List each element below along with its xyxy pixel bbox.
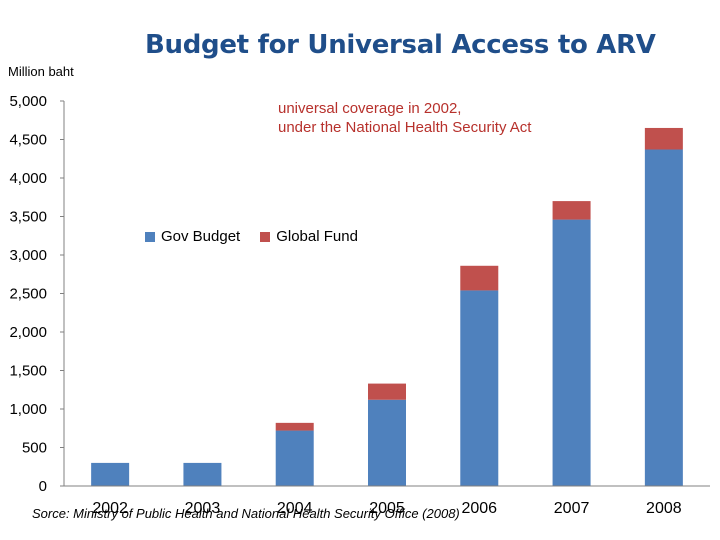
x-tick-label-2007: 2007 (554, 500, 590, 517)
legend-item-global-fund: Global Fund (260, 228, 358, 245)
bar-gov-budget-2008 (644, 149, 683, 486)
y-axis-unit-label: Million baht (8, 64, 74, 79)
legend-swatch-gov-budget (145, 231, 155, 242)
legend-label-gov-budget: Gov Budget (161, 228, 241, 245)
bar-gov-budget-2002 (91, 462, 130, 486)
bar-global-fund-2006 (460, 265, 499, 291)
x-tick-label-2003: 2003 (185, 500, 221, 517)
source-note: Sorce: Ministry of Public Health and Nat… (32, 506, 460, 521)
y-tick-label: 0 (39, 478, 47, 495)
y-tick-label: 1,000 (9, 401, 47, 418)
chart-legend: Gov Budget Global Fund (145, 228, 378, 245)
legend-swatch-global-fund (260, 231, 271, 242)
bar-global-fund-2005 (368, 383, 406, 400)
annotation-line-1: universal coverage in 2002, (278, 100, 462, 117)
annotation-line-2: under the National Health Security Act (278, 119, 532, 136)
y-tick-label: 2,500 (9, 286, 47, 303)
bar-gov-budget-2004 (275, 430, 314, 486)
x-tick-label-2002: 2002 (92, 500, 128, 517)
y-tick-label: 2,000 (9, 324, 47, 341)
y-tick-label: 4,500 (9, 132, 47, 149)
y-tick-label: 3,000 (9, 247, 47, 264)
bar-global-fund-2004 (275, 422, 314, 431)
y-tick-label: 500 (22, 440, 47, 457)
y-tick-label: 5,000 (9, 93, 47, 110)
legend-label-global-fund: Global Fund (276, 228, 358, 245)
y-axis-ticks: 0 500 1,000 1,500 2,000 2,500 3,000 3,500 4,000 4… (9, 93, 64, 495)
bar-global-fund-2007 (552, 201, 591, 220)
y-tick-label: 4,000 (9, 170, 47, 187)
x-tick-label-2008: 2008 (646, 500, 682, 517)
bar-gov-budget-2007 (552, 219, 591, 486)
x-tick-label-2005: 2005 (369, 500, 405, 517)
x-axis-labels: 2002 2003 2004 2005 2006 2007 2008 (92, 500, 681, 517)
x-tick-label-2006: 2006 (461, 500, 497, 517)
x-tick-label-2004: 2004 (277, 500, 313, 517)
bars (91, 127, 683, 486)
legend-item-gov-budget: Gov Budget (145, 228, 240, 245)
bar-global-fund-2008 (644, 127, 683, 150)
y-tick-label: 1,500 (9, 363, 47, 380)
bar-gov-budget-2006 (460, 290, 499, 486)
chart-annotation: universal coverage in 2002, under the Na… (278, 99, 531, 137)
chart-title: Budget for Universal Access to ARV (145, 30, 656, 60)
y-tick-label: 3,500 (9, 209, 47, 226)
bar-gov-budget-2003 (183, 462, 222, 486)
bar-gov-budget-2005 (368, 399, 406, 486)
